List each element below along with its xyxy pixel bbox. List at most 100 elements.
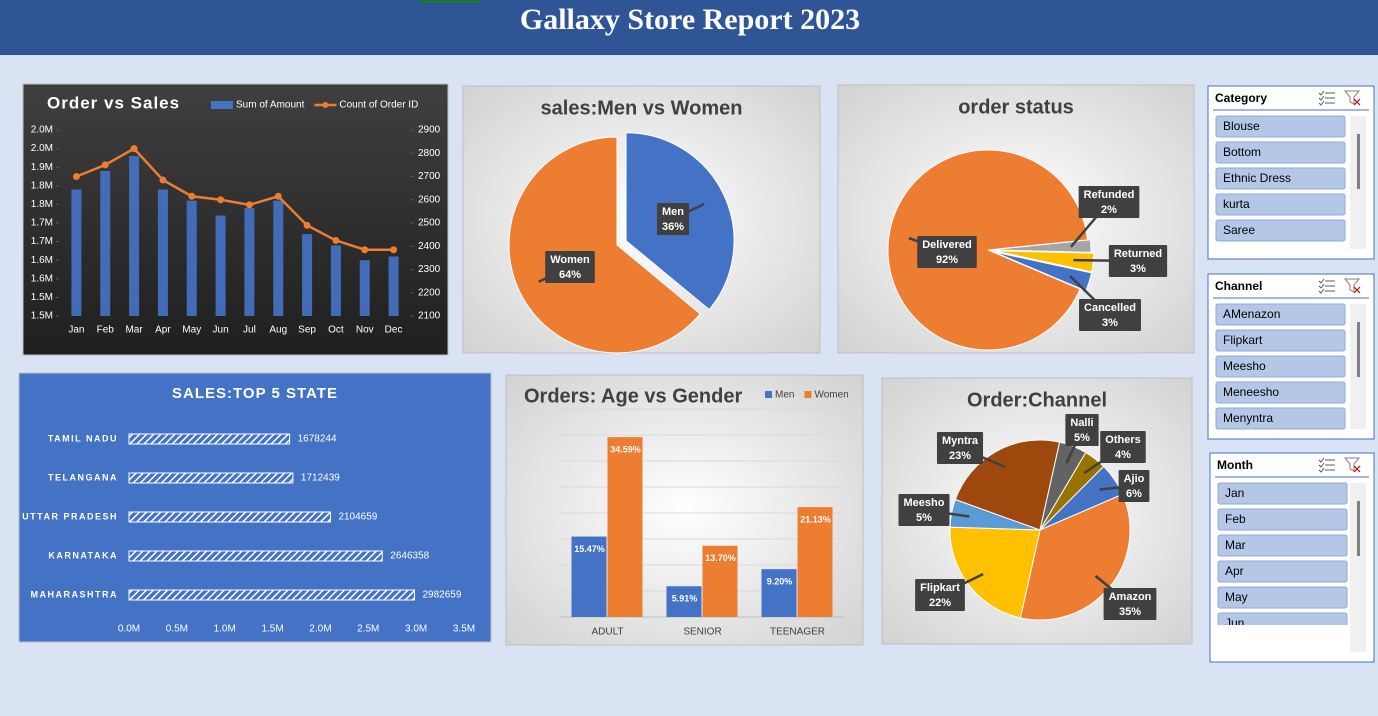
slicer-item-box (1217, 560, 1348, 583)
data-label: 1678244 (298, 434, 337, 445)
data-label-box (1108, 245, 1168, 277)
slicer-item[interactable]: Jun (1217, 612, 1348, 634)
data-label-value: 5% (916, 512, 932, 524)
slicer-title: Category (1215, 91, 1267, 105)
data-label: 13.70% (705, 553, 736, 563)
y-tick-label: 1.7M (31, 218, 53, 229)
y2-tick-label: 2300 (418, 264, 441, 275)
slicer-item-box (1215, 329, 1346, 352)
data-label-name: Flipkart (920, 582, 960, 594)
data-label-value: 36% (662, 221, 684, 233)
line-marker (188, 192, 196, 200)
multi-select-button[interactable] (1318, 457, 1335, 473)
x-tick-label: 0.0M (118, 624, 140, 635)
legend-swatch (765, 391, 772, 398)
bar (359, 260, 370, 316)
line-marker (245, 201, 253, 209)
slicer-item[interactable]: Jan (1217, 482, 1348, 505)
slicer-item[interactable]: Meesho (1215, 355, 1346, 378)
scrollbar-thumb[interactable] (1357, 501, 1360, 556)
chart-title: Order vs Sales (47, 93, 180, 112)
data-label-box (1078, 186, 1140, 218)
slicer-item-label: Blouse (1223, 119, 1260, 133)
bar (607, 437, 643, 617)
bar (273, 200, 284, 316)
scrollbar-thumb[interactable] (1357, 134, 1360, 189)
slicer-item[interactable]: May (1217, 586, 1348, 609)
y2-tick-label: 2700 (418, 171, 441, 182)
y-tick-label: TELANGANA (48, 472, 118, 482)
icon-filter (1343, 278, 1361, 293)
x-tick-label: 0.5M (166, 624, 188, 635)
slicer-item[interactable]: AMenazon (1215, 303, 1346, 326)
data-label: Others 4% (1100, 431, 1146, 463)
y-tick-label: 2.0M (31, 143, 53, 154)
clear-filter-button[interactable] (1343, 278, 1361, 294)
y-tick-label: 1.6M (31, 255, 53, 266)
slicer-item-label: Jun (1225, 616, 1244, 630)
data-label: 34.59% (610, 445, 641, 455)
y-tick-label: 1.7M (31, 236, 53, 247)
slicer-item[interactable]: Mar (1217, 534, 1348, 557)
slicer-item[interactable]: Apr (1217, 560, 1348, 583)
slicer-item[interactable]: Blouse (1215, 115, 1346, 138)
bar (330, 245, 341, 316)
clear-filter-button[interactable] (1343, 457, 1361, 473)
slicer-item-label: Feb (1225, 512, 1246, 526)
y-tick-label: 1.6M (31, 273, 53, 284)
slicer-item[interactable]: Meneesho (1215, 381, 1346, 404)
bar (571, 536, 607, 617)
data-label-value: 2% (1101, 204, 1117, 216)
data-label-value: 3% (1130, 263, 1146, 275)
line-marker (130, 145, 138, 153)
icon-check (1318, 278, 1325, 284)
icon-x (1353, 465, 1361, 473)
slicer-item-label: Meneesho (1223, 385, 1279, 399)
slicer-items: Blouse Bottom Ethnic Dress kurta Saree (1215, 115, 1346, 242)
slicer-item[interactable]: Ethnic Dress (1215, 167, 1346, 190)
data-label: 15.47% (574, 544, 605, 554)
slicer-item-label: Flipkart (1223, 333, 1263, 347)
slicer-item-box (1215, 355, 1346, 378)
slicer-item-box (1217, 508, 1348, 531)
multi-select-button[interactable] (1318, 90, 1335, 106)
legend-label: Men (775, 390, 794, 401)
x-tick-label: Jul (243, 325, 256, 336)
slicer-item[interactable]: kurta (1215, 193, 1346, 216)
x-tick-label: Jan (68, 325, 84, 336)
slicer-item-label: Apr (1225, 564, 1244, 578)
chart-title: sales:Men vs Women (541, 97, 743, 119)
data-label-box (915, 579, 965, 611)
data-label-name: Amazon (1109, 591, 1152, 603)
slicer-item[interactable]: Saree (1215, 219, 1346, 242)
icon-filter (1343, 457, 1361, 472)
y2-tick-label: 2600 (418, 194, 441, 205)
x-tick-label: Sep (298, 325, 316, 336)
slicer-item[interactable]: Bottom (1215, 141, 1346, 164)
line-marker (217, 196, 225, 204)
data-label-name: Women (550, 254, 590, 266)
clear-filter-button[interactable] (1343, 90, 1361, 106)
data-label-box (936, 432, 984, 464)
data-label-box (1065, 414, 1099, 446)
data-label-box (917, 236, 977, 268)
bar (129, 156, 140, 316)
slicer-item[interactable]: Flipkart (1215, 329, 1346, 352)
y-tick-label: 1.5M (31, 311, 53, 322)
icon-check (1318, 467, 1325, 473)
slicer-item-label: AMenazon (1223, 307, 1280, 321)
legend-label: Sum of Amount (236, 100, 305, 111)
icon-check (1318, 457, 1325, 463)
slicer-items: AMenazon Flipkart Meesho Meneesho Menyntra (1215, 303, 1346, 430)
line-marker (274, 192, 282, 200)
line-marker (101, 161, 109, 169)
x-tick-label: Aug (269, 325, 287, 336)
slicer-item-box (1217, 612, 1348, 625)
slicer-item[interactable]: Feb (1217, 508, 1348, 531)
y-tick-label: 1.9M (31, 162, 53, 173)
scrollbar-thumb[interactable] (1357, 322, 1360, 377)
slicer-item[interactable]: Menyntra (1215, 407, 1346, 430)
multi-select-button[interactable] (1318, 278, 1335, 294)
sheet-tab-strip (420, 0, 480, 3)
data-label: Cancelled 3% (1079, 299, 1141, 331)
